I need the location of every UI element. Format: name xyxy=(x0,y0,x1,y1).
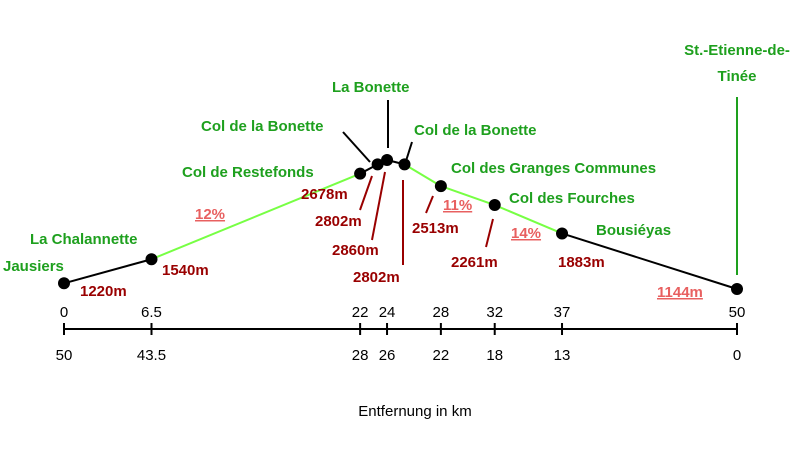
place-name: St.-Etienne-de-Tinée xyxy=(684,42,790,85)
profile-segment xyxy=(151,172,361,261)
point xyxy=(398,158,411,171)
x2-tick-label: 28 xyxy=(352,347,369,364)
profile-segment xyxy=(63,258,152,285)
x2-tick-label: 26 xyxy=(379,347,396,364)
place-name: Jausiers xyxy=(3,258,64,275)
x2-tick-label: 50 xyxy=(56,347,73,364)
leader-line xyxy=(359,175,373,211)
x-tick-label: 50 xyxy=(729,304,746,321)
elevation-label: 2678m xyxy=(301,186,348,203)
point xyxy=(381,154,394,166)
x-tick-label: 37 xyxy=(554,304,571,321)
elevation-label: 1144m xyxy=(657,284,703,301)
elevation-label: 2261m xyxy=(451,254,498,271)
profile-segment xyxy=(494,204,563,235)
profile-segment xyxy=(404,163,442,187)
place-name: Col des Granges Communes xyxy=(451,160,656,177)
elevation-label: 1883m xyxy=(558,254,605,271)
profile-segment xyxy=(440,185,496,206)
point xyxy=(371,158,384,171)
leader-line xyxy=(342,131,371,163)
leader-line xyxy=(485,218,494,248)
x2-tick-label: 22 xyxy=(433,347,450,364)
point xyxy=(58,277,70,290)
gradient-label: 11% xyxy=(443,197,472,214)
x2-tick-label: 18 xyxy=(486,347,503,364)
place-name: Col de la Bonette xyxy=(414,122,537,139)
place-name: Col de la Bonette xyxy=(201,118,324,135)
profile-segment xyxy=(561,232,738,290)
place-name: Bousiéyas xyxy=(596,222,671,239)
x-tick-label: 6.5 xyxy=(141,304,162,321)
place-name: La Chalannette xyxy=(30,231,138,248)
x2-tick-label: 0 xyxy=(733,347,741,364)
elevation-label: 2802m xyxy=(315,213,362,230)
point xyxy=(434,180,447,193)
elevation-label: 1220m xyxy=(80,283,127,300)
x2-tick-label: 13 xyxy=(554,347,571,364)
point xyxy=(145,253,158,266)
elevation-label: 1540m xyxy=(162,262,209,279)
x-tick-label: 32 xyxy=(486,304,503,321)
leader-line xyxy=(425,195,434,214)
x-tick-label: 22 xyxy=(352,304,369,321)
point xyxy=(354,167,367,180)
place-name: Col des Fourches xyxy=(509,190,635,207)
x-tick-label: 0 xyxy=(60,304,68,321)
place-name: La Bonette xyxy=(332,79,410,96)
elevation-label: 2860m xyxy=(332,242,379,259)
elevation-label: 2802m xyxy=(353,269,400,286)
x2-tick-label: 43.5 xyxy=(137,347,166,364)
elevation-label: 2513m xyxy=(412,220,459,237)
point xyxy=(731,283,743,295)
x-tick-label: 24 xyxy=(379,304,396,321)
gradient-label: 14% xyxy=(511,225,541,242)
leader-line xyxy=(405,141,413,162)
gradient-label: 12% xyxy=(195,206,225,223)
x-axis-label: Entfernung in km xyxy=(358,403,471,420)
leader-line xyxy=(371,171,386,241)
point xyxy=(556,227,569,240)
place-name: Col de Restefonds xyxy=(182,164,314,181)
x-tick-label: 28 xyxy=(433,304,450,321)
point xyxy=(488,199,501,212)
